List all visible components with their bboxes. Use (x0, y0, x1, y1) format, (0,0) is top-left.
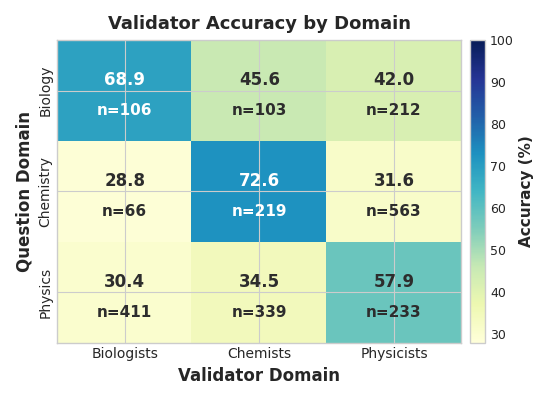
Text: n=339: n=339 (232, 305, 287, 320)
Text: n=563: n=563 (366, 204, 422, 219)
Text: n=411: n=411 (97, 305, 152, 320)
Text: 42.0: 42.0 (373, 72, 415, 90)
Text: n=212: n=212 (366, 103, 422, 118)
Y-axis label: Accuracy (%): Accuracy (%) (519, 136, 535, 247)
Text: 72.6: 72.6 (239, 172, 280, 190)
Text: n=233: n=233 (366, 305, 422, 320)
Text: n=106: n=106 (97, 103, 152, 118)
Text: 31.6: 31.6 (373, 172, 415, 190)
Y-axis label: Question Domain: Question Domain (15, 111, 33, 272)
Title: Validator Accuracy by Domain: Validator Accuracy by Domain (108, 15, 411, 33)
Text: 68.9: 68.9 (104, 72, 145, 90)
X-axis label: Validator Domain: Validator Domain (178, 367, 340, 385)
Text: 30.4: 30.4 (104, 273, 145, 291)
Text: 57.9: 57.9 (373, 273, 415, 291)
Text: 34.5: 34.5 (239, 273, 280, 291)
Text: n=219: n=219 (232, 204, 287, 219)
Text: n=66: n=66 (102, 204, 147, 219)
Text: 28.8: 28.8 (104, 172, 145, 190)
Text: n=103: n=103 (232, 103, 287, 118)
Text: 45.6: 45.6 (239, 72, 280, 90)
